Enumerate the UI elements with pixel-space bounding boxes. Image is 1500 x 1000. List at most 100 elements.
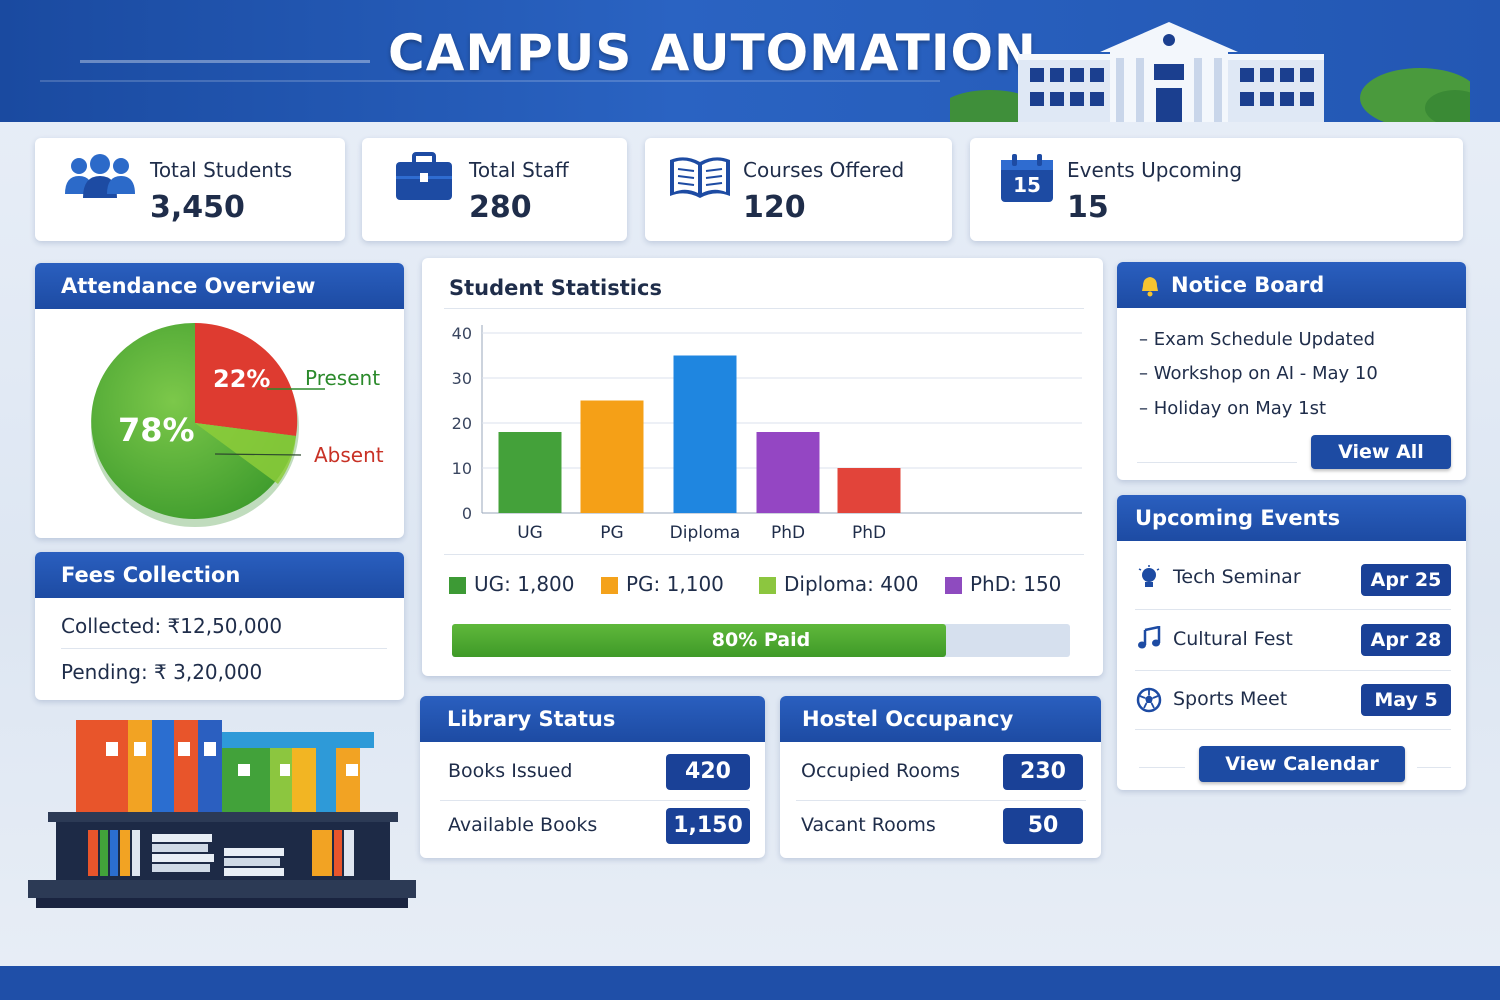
briefcase-icon — [396, 152, 452, 200]
fees-collected: Collected: ₹12,50,000 — [61, 614, 283, 638]
stat-label: Total Staff — [469, 158, 569, 182]
legend-swatch — [449, 577, 466, 594]
pie-slice-present — [91, 322, 296, 519]
library-books-issued-badge: 420 — [666, 754, 750, 790]
panel-title: Notice Board — [1117, 262, 1466, 308]
event-name[interactable]: Cultural Fest — [1173, 628, 1293, 650]
header-streak — [80, 60, 370, 63]
event-date-badge: Apr 25 — [1361, 564, 1451, 596]
hostel-row-label: Vacant Rooms — [801, 814, 936, 836]
divider — [444, 308, 1084, 309]
fees-panel: Fees Collection Collected: ₹12,50,000 Pe… — [35, 552, 404, 700]
absent-pct-label: 22% — [213, 365, 271, 393]
calendar-date-text: 15 — [1013, 173, 1041, 197]
notice-item[interactable]: – Exam Schedule Updated — [1139, 329, 1376, 350]
student-statistics-panel: Student Statistics 0 10 20 30 40 UG PG Diploma P… — [422, 258, 1103, 676]
legend-swatch — [601, 577, 618, 594]
stat-card-events[interactable]: 15 Events Upcoming 15 — [970, 138, 1463, 241]
library-row-label: Available Books — [448, 814, 598, 836]
student-bar-chart: 0 10 20 30 40 UG PG Diploma PhD PhD — [452, 324, 1082, 543]
attendance-panel: Attendance Overview 22% 78% Present Abse… — [35, 263, 404, 538]
stat-card-courses[interactable]: Courses Offered 120 — [645, 138, 952, 241]
footer-band — [0, 966, 1500, 1000]
y-tick-label: 10 — [452, 459, 472, 478]
bookshelf-illustration — [28, 720, 416, 908]
divider — [1417, 767, 1451, 768]
library-available-badge: 1,150 — [666, 808, 750, 844]
legend-label: UG: 1,800 — [474, 572, 575, 596]
panel-title: Hostel Occupancy — [780, 696, 1101, 742]
present-legend-label: Present — [305, 366, 381, 390]
page-title: CAMPUS AUTOMATION — [388, 24, 1037, 82]
library-panel: Library Status Books Issued 420 Availabl… — [420, 696, 765, 858]
present-pct-label: 78% — [118, 411, 195, 449]
event-date-badge: Apr 28 — [1361, 624, 1451, 656]
event-name[interactable]: Sports Meet — [1173, 688, 1288, 710]
progress-label: 80% Paid — [711, 629, 811, 651]
attendance-pie-chart — [91, 322, 325, 527]
hostel-occupied-badge: 230 — [1003, 754, 1083, 790]
absent-legend-label: Absent — [314, 443, 384, 467]
lightbulb-icon — [1138, 565, 1160, 587]
stat-card-students[interactable]: Total Students 3,450 — [35, 138, 345, 241]
header-streak — [40, 80, 940, 82]
hostel-row-label: Occupied Rooms — [801, 760, 961, 782]
event-date-badge: May 5 — [1361, 684, 1451, 716]
stat-value: 3,450 — [150, 190, 245, 225]
y-tick-label: 0 — [462, 504, 472, 523]
divider — [1139, 767, 1185, 768]
legend-label: Diploma: 400 — [784, 572, 919, 596]
legend-swatch — [759, 577, 776, 594]
x-tick-label: UG — [517, 523, 543, 543]
stat-card-staff[interactable]: Total Staff 280 — [362, 138, 627, 241]
legend-label: PhD: 150 — [970, 572, 1062, 596]
fees-pending: Pending: ₹ 3,20,000 — [61, 660, 263, 684]
hostel-vacant-badge: 50 — [1003, 808, 1083, 844]
soccer-ball-icon — [1136, 687, 1162, 713]
bar-phd — [837, 468, 901, 513]
y-tick-label: 40 — [452, 324, 472, 343]
divider — [1135, 729, 1451, 730]
hostel-panel: Hostel Occupancy Occupied Rooms 230 Vaca… — [780, 696, 1101, 858]
fees-progress-track: 80% Paid — [452, 624, 1070, 657]
stat-value: 120 — [743, 190, 806, 225]
divider — [796, 800, 1086, 801]
panel-title: Student Statistics — [449, 276, 662, 300]
divider — [1135, 670, 1451, 671]
x-tick-label: PhD — [771, 523, 805, 543]
y-tick-label: 30 — [452, 369, 472, 388]
view-calendar-button[interactable]: View Calendar — [1199, 746, 1405, 782]
notice-item[interactable]: – Workshop on AI - May 10 — [1139, 363, 1378, 384]
panel-title: Fees Collection — [35, 552, 404, 598]
divider — [61, 648, 387, 649]
stat-label: Courses Offered — [743, 158, 905, 182]
bar-pg — [580, 400, 644, 513]
panel-title: Upcoming Events — [1117, 495, 1466, 541]
x-tick-label: Diploma — [670, 523, 741, 543]
bar-phd — [756, 432, 820, 513]
x-tick-label: PhD — [852, 523, 886, 543]
stat-label: Events Upcoming — [1067, 158, 1243, 182]
fees-progress-fill — [452, 624, 947, 657]
bell-icon — [1142, 277, 1158, 297]
notice-item[interactable]: – Holiday on May 1st — [1139, 398, 1327, 419]
pie-slice-absent — [195, 323, 298, 436]
library-row-label: Books Issued — [448, 760, 573, 782]
event-name[interactable]: Tech Seminar — [1173, 566, 1301, 588]
notice-board-panel: Notice Board – Exam Schedule Updated – W… — [1117, 262, 1466, 480]
view-all-button[interactable]: View All — [1311, 435, 1451, 469]
calendar-icon: 15 — [1000, 154, 1054, 204]
legend-label: PG: 1,100 — [626, 572, 724, 596]
chart-legend: UG: 1,800 PG: 1,100 Diploma: 400 PhD: 150 — [449, 572, 1089, 602]
book-icon — [670, 157, 730, 198]
x-tick-label: PG — [600, 523, 623, 543]
stat-value: 280 — [469, 190, 532, 225]
users-icon — [65, 154, 135, 198]
stat-label: Total Students — [150, 158, 293, 182]
divider — [1135, 609, 1451, 610]
upcoming-events-panel: Upcoming Events Tech Seminar Apr 25 Cult… — [1117, 495, 1466, 790]
header-banner: CAMPUS AUTOMATION — [0, 0, 1500, 122]
music-note-icon — [1138, 626, 1161, 649]
legend-swatch — [945, 577, 962, 594]
stat-value: 15 — [1067, 190, 1109, 225]
